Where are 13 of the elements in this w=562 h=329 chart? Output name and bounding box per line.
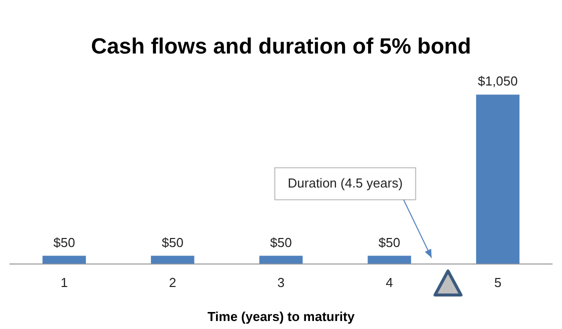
- data-label: $50: [270, 234, 292, 250]
- x-tick-label: 1: [60, 275, 68, 290]
- x-tick-label: 5: [494, 275, 502, 290]
- data-label: $50: [378, 234, 400, 250]
- data-label: $50: [162, 234, 184, 250]
- data-label: $1,050: [478, 74, 518, 89]
- x-tick-label: 3: [277, 275, 285, 290]
- annotation: Duration (4.5 years): [288, 175, 403, 190]
- x-tick-label: 4: [386, 275, 394, 290]
- x-tick-label: 2: [168, 275, 176, 290]
- x-axis-title: Time (years) to maturity: [207, 308, 356, 324]
- data-label: $50: [53, 234, 76, 250]
- chart-title: Cash flows and duration of 5% bond: [90, 33, 472, 58]
